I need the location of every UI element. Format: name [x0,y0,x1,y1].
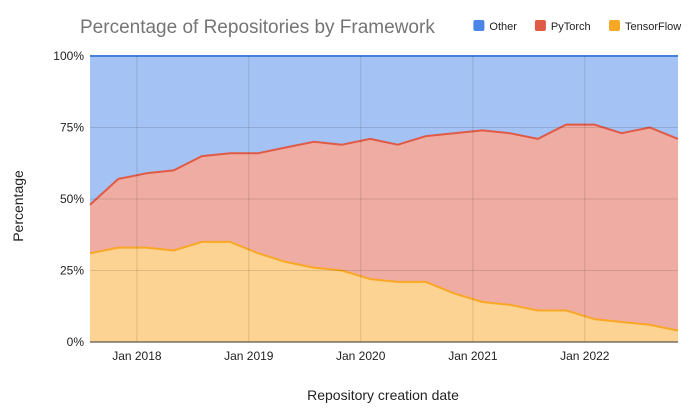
line-pytorch [89,123,679,206]
area-pytorch [90,124,678,331]
y-tick-label: 100% [53,49,84,63]
legend-item-other: Other [473,20,517,33]
chart-title: Percentage of Repositories by Framework [80,17,435,38]
y-axis-title: Percentage [10,170,26,242]
x-tick-label: Jan 2018 [112,349,162,363]
legend: Other PyTorch TensorFlow [473,20,681,33]
legend-label: TensorFlow [625,21,681,33]
legend-swatch [473,20,485,31]
gridlines [90,55,678,343]
plot-area [89,55,679,343]
area-tensorflow [90,241,678,342]
legend-item-tensorflow: TensorFlow [609,20,681,33]
y-tick-label: 75% [60,121,84,135]
series-lines [89,55,679,332]
y-tick-label: 0% [67,335,85,349]
x-axis-ticks: Jan 2018 Jan 2019 Jan 2020 Jan 2021 Jan 2022 [112,349,610,363]
area-other [90,56,678,205]
series-areas [90,56,678,342]
legend-label: Other [489,21,517,33]
x-axis-title: Repository creation date [307,387,459,403]
line-tensorflow [89,240,679,332]
y-axis-ticks: 0% 25% 50% 75% 100% [53,49,84,349]
x-tick-label: Jan 2020 [336,349,386,363]
y-tick-label: 25% [60,264,84,278]
y-tick-label: 50% [60,192,84,206]
legend-label: PyTorch [551,21,591,33]
legend-swatch [534,20,546,31]
legend-item-pytorch: PyTorch [534,20,591,33]
x-tick-label: Jan 2019 [224,349,274,363]
legend-swatch [609,20,620,31]
x-tick-label: Jan 2021 [448,349,498,363]
x-tick-label: Jan 2022 [560,349,610,363]
